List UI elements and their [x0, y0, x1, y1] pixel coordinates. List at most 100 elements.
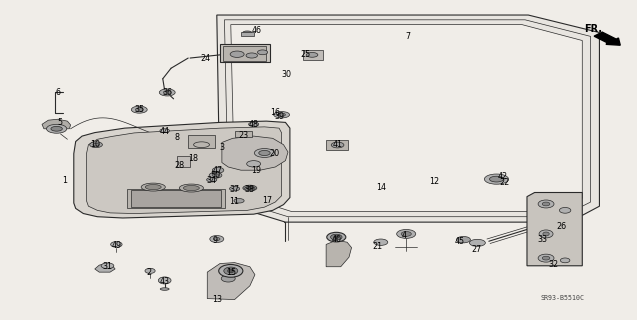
Ellipse shape: [278, 113, 285, 116]
Text: 7: 7: [405, 32, 410, 41]
Text: 11: 11: [229, 197, 240, 206]
Ellipse shape: [145, 185, 161, 190]
Bar: [131, 190, 221, 207]
Ellipse shape: [218, 265, 243, 277]
Text: 30: 30: [282, 70, 292, 79]
Text: FR.: FR.: [584, 24, 602, 34]
Text: 21: 21: [372, 242, 382, 251]
Polygon shape: [224, 20, 590, 217]
Text: 25: 25: [301, 50, 311, 59]
Ellipse shape: [245, 187, 255, 191]
Ellipse shape: [561, 258, 570, 263]
Text: 50: 50: [210, 171, 220, 180]
Text: 47: 47: [213, 166, 223, 175]
Text: 8: 8: [175, 132, 180, 141]
Ellipse shape: [230, 51, 244, 57]
Text: 48: 48: [248, 120, 259, 130]
Text: 24: 24: [200, 53, 210, 62]
Ellipse shape: [259, 150, 270, 156]
Text: 40: 40: [331, 235, 341, 244]
Bar: [223, 46, 266, 60]
Text: 20: 20: [269, 149, 279, 158]
Bar: [220, 44, 269, 62]
Ellipse shape: [331, 234, 342, 240]
Text: 2: 2: [147, 268, 152, 277]
Ellipse shape: [397, 229, 416, 238]
Text: 36: 36: [162, 88, 172, 97]
Ellipse shape: [331, 142, 344, 148]
Text: 3: 3: [219, 143, 224, 152]
Ellipse shape: [210, 236, 224, 243]
Ellipse shape: [274, 112, 290, 118]
Polygon shape: [231, 25, 582, 212]
Text: 37: 37: [229, 185, 240, 194]
Ellipse shape: [542, 256, 550, 260]
Text: 35: 35: [134, 105, 145, 114]
Ellipse shape: [542, 202, 550, 206]
Ellipse shape: [111, 242, 122, 247]
Ellipse shape: [51, 126, 62, 131]
Ellipse shape: [457, 236, 470, 243]
Ellipse shape: [145, 268, 155, 273]
Ellipse shape: [213, 237, 220, 241]
Ellipse shape: [164, 91, 171, 94]
Ellipse shape: [257, 50, 268, 55]
Text: 5: 5: [57, 118, 62, 127]
Ellipse shape: [224, 267, 238, 275]
Text: 33: 33: [537, 235, 547, 244]
Text: 6: 6: [55, 88, 61, 97]
Ellipse shape: [247, 161, 261, 167]
Bar: [303, 50, 323, 60]
Text: 16: 16: [270, 108, 280, 117]
Ellipse shape: [212, 167, 224, 173]
Bar: [241, 32, 254, 36]
Ellipse shape: [374, 239, 388, 245]
Bar: [127, 189, 225, 208]
Polygon shape: [527, 193, 582, 266]
Ellipse shape: [227, 269, 234, 273]
Ellipse shape: [131, 106, 147, 113]
Text: 17: 17: [262, 196, 273, 205]
Polygon shape: [326, 240, 352, 267]
Text: 23: 23: [238, 131, 248, 140]
Polygon shape: [207, 263, 255, 300]
Bar: [326, 140, 348, 150]
Text: 12: 12: [429, 177, 440, 186]
Text: 15: 15: [225, 268, 236, 277]
Ellipse shape: [234, 198, 244, 203]
Text: 31: 31: [103, 262, 113, 271]
Polygon shape: [217, 15, 599, 222]
Text: 32: 32: [548, 260, 559, 269]
Ellipse shape: [196, 143, 206, 147]
Polygon shape: [87, 127, 282, 213]
Text: 14: 14: [376, 183, 386, 192]
Text: 1: 1: [62, 176, 67, 185]
Ellipse shape: [489, 176, 503, 182]
Text: 10: 10: [90, 140, 100, 149]
Text: 49: 49: [111, 241, 122, 250]
FancyArrow shape: [594, 32, 620, 45]
Text: 42: 42: [497, 172, 508, 181]
Text: 27: 27: [471, 245, 482, 254]
Polygon shape: [95, 264, 115, 272]
Ellipse shape: [160, 129, 169, 132]
Ellipse shape: [136, 108, 143, 112]
Text: 41: 41: [333, 140, 343, 149]
Ellipse shape: [179, 184, 203, 192]
Ellipse shape: [539, 230, 553, 238]
Text: 38: 38: [245, 185, 255, 194]
Ellipse shape: [90, 142, 103, 148]
Ellipse shape: [327, 232, 346, 242]
Ellipse shape: [246, 53, 257, 58]
Polygon shape: [42, 119, 71, 129]
Ellipse shape: [559, 207, 571, 213]
Text: 46: 46: [251, 26, 261, 35]
Text: 44: 44: [160, 127, 169, 136]
Text: 26: 26: [556, 222, 566, 231]
Polygon shape: [74, 121, 290, 218]
Text: 34: 34: [207, 176, 217, 185]
Bar: [188, 134, 215, 148]
Text: 4: 4: [402, 231, 407, 240]
Ellipse shape: [212, 174, 218, 177]
Ellipse shape: [246, 187, 254, 190]
